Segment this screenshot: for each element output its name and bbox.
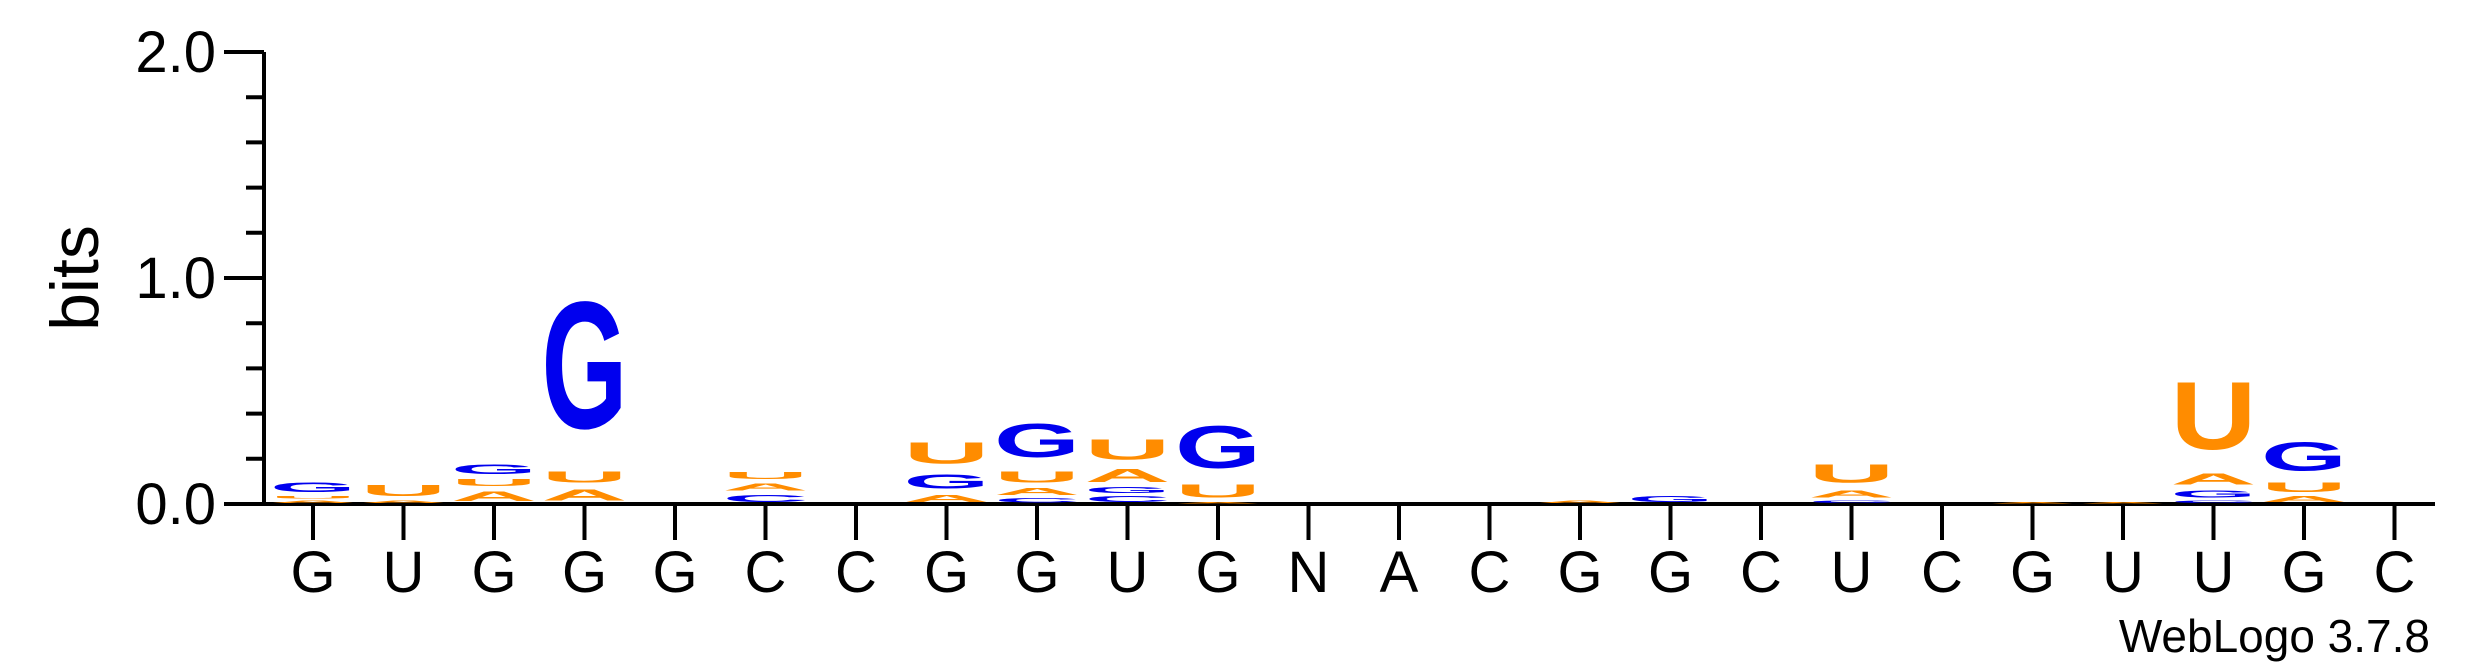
logo-letter-A: A xyxy=(1990,502,2076,504)
logo-letter-A: A xyxy=(994,486,1080,497)
logo-letter-G: G xyxy=(1085,486,1171,495)
logo-letter-A: A xyxy=(2080,502,2166,504)
logo-letter-C: C xyxy=(1809,499,1895,504)
logo-letter-A: A xyxy=(723,481,809,492)
logo-letter-G: G xyxy=(1628,495,1714,504)
logo-letter-U: U xyxy=(1175,482,1261,502)
logo-letter-A: A xyxy=(1537,499,1623,504)
logo-letter-G: G xyxy=(270,479,356,495)
x-tick-label: C xyxy=(1921,540,1963,605)
x-tick-label: U xyxy=(2193,540,2235,605)
logo-letter-U: U xyxy=(451,477,537,488)
logo-letter-G: G xyxy=(994,414,1080,468)
logo-letter-G: G xyxy=(451,461,537,477)
logo-letter-G: G xyxy=(542,264,628,467)
logo-letter-A: A xyxy=(904,493,990,504)
x-tick-label: U xyxy=(2102,540,2144,605)
x-tick-label: A xyxy=(1380,540,1419,605)
x-tick-label: G xyxy=(924,540,969,605)
logo-letter-A: A xyxy=(1175,502,1261,504)
x-tick-label: U xyxy=(383,540,425,605)
x-tick-label: G xyxy=(562,540,607,605)
y-tick-label-1: 1.0 xyxy=(135,246,216,311)
logo-letter-U: U xyxy=(723,470,809,481)
logo-letter-G: G xyxy=(1175,413,1261,481)
x-tick-label: U xyxy=(1107,540,1149,605)
logo-letter-U: U xyxy=(2171,362,2257,470)
logo-letter-C: C xyxy=(723,493,809,504)
logo-letter-A: A xyxy=(1085,466,1171,486)
x-tick-label: G xyxy=(2010,540,2055,605)
logo-letter-U: U xyxy=(2261,479,2347,495)
y-axis-label: bits xyxy=(37,225,113,331)
x-tick-label: C xyxy=(2374,540,2416,605)
logo-letter-U: U xyxy=(542,468,628,486)
logo-letter-A: A xyxy=(542,486,628,504)
x-tick-label: G xyxy=(1557,540,1602,605)
x-tick-label: G xyxy=(2281,540,2326,605)
x-tick-label: N xyxy=(1288,540,1330,605)
logo-letter-U: U xyxy=(361,481,447,499)
logo-letter-G: G xyxy=(904,470,990,493)
logo-letter-A: A xyxy=(270,499,356,504)
logo-letter-U: U xyxy=(270,495,356,500)
x-tick-label: G xyxy=(1648,540,1693,605)
logo-letter-A: A xyxy=(361,499,447,504)
logo-letter-U: U xyxy=(1809,459,1895,488)
x-tick-label: G xyxy=(1014,540,1059,605)
x-tick-label: C xyxy=(1469,540,1511,605)
x-tick-label: C xyxy=(1740,540,1782,605)
logo-letter-A: A xyxy=(2261,495,2347,504)
x-tick-label: G xyxy=(471,540,516,605)
logo-letter-C: C xyxy=(2171,499,2257,504)
x-tick-label: G xyxy=(290,540,335,605)
y-minor-ticks xyxy=(246,95,264,461)
x-tick-label: U xyxy=(1831,540,1873,605)
y-tick-label-2: 2.0 xyxy=(135,20,216,85)
logo-letter-G: G xyxy=(2261,434,2347,479)
logo-letter-A: A xyxy=(451,488,537,504)
logo-letter-U: U xyxy=(994,468,1080,486)
logo-letter-C: C xyxy=(994,497,1080,504)
y-tick-label-0: 0.0 xyxy=(135,472,216,537)
x-tick-label: G xyxy=(652,540,697,605)
weblogo-version-label: WebLogo 3.7.8 xyxy=(2119,610,2430,662)
x-tick-label: C xyxy=(835,540,877,605)
logo-letter-U: U xyxy=(904,436,990,470)
x-tick-label: C xyxy=(745,540,787,605)
logo-letter-A: A xyxy=(2171,470,2257,488)
y-axis: 2.0 1.0 0.0 bits xyxy=(37,20,266,537)
logo-letter-C: C xyxy=(1085,495,1171,504)
logo-letter-U: U xyxy=(1085,434,1171,465)
logo-letter-A: A xyxy=(1809,488,1895,499)
logo-letter-G: G xyxy=(2171,488,2257,499)
x-tick-label: G xyxy=(1195,540,1240,605)
